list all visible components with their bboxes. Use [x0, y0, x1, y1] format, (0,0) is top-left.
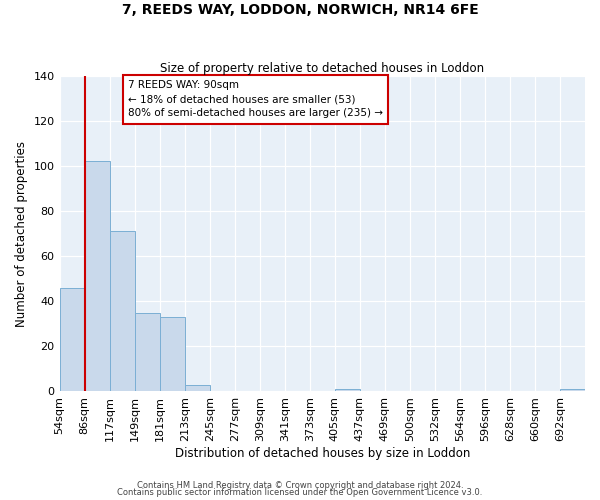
Bar — [185, 384, 209, 392]
Bar — [335, 389, 360, 392]
Text: Contains HM Land Registry data © Crown copyright and database right 2024.: Contains HM Land Registry data © Crown c… — [137, 480, 463, 490]
Title: Size of property relative to detached houses in Loddon: Size of property relative to detached ho… — [160, 62, 484, 74]
Bar — [110, 232, 134, 392]
Bar — [59, 288, 85, 392]
Bar — [134, 312, 160, 392]
Text: 7, REEDS WAY, LODDON, NORWICH, NR14 6FE: 7, REEDS WAY, LODDON, NORWICH, NR14 6FE — [122, 2, 478, 16]
Bar — [160, 317, 185, 392]
Bar — [85, 162, 110, 392]
X-axis label: Distribution of detached houses by size in Loddon: Distribution of detached houses by size … — [175, 447, 470, 460]
Y-axis label: Number of detached properties: Number of detached properties — [15, 140, 28, 326]
Text: 7 REEDS WAY: 90sqm
← 18% of detached houses are smaller (53)
80% of semi-detache: 7 REEDS WAY: 90sqm ← 18% of detached hou… — [128, 80, 383, 118]
Bar — [560, 389, 585, 392]
Text: Contains public sector information licensed under the Open Government Licence v3: Contains public sector information licen… — [118, 488, 482, 497]
